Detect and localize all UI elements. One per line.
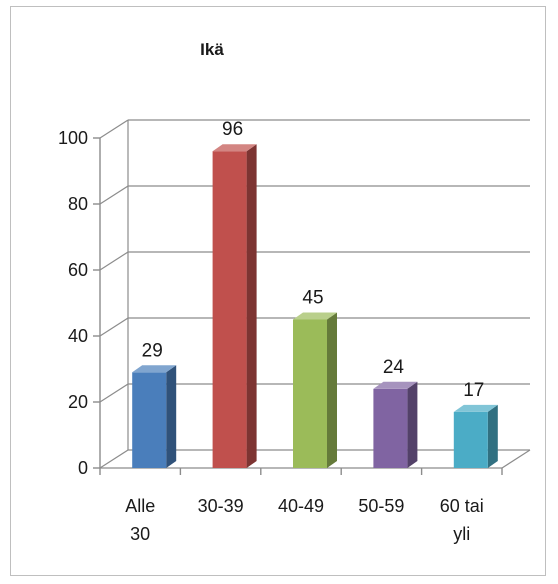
bar-front [293,319,327,468]
data-label: 96 [222,119,243,140]
data-label: 24 [383,357,405,378]
bar-side [246,144,257,468]
x-tick-label: 40-49 [278,496,324,516]
gridline-side [99,449,129,469]
data-label: 45 [302,288,323,309]
data-label: 17 [463,380,484,401]
gridline-side [99,317,129,337]
x-tick-label: 60 tai [440,496,484,516]
y-tick-label: 20 [68,392,88,412]
axis-layer: 0 20 40 60 80 100 [58,128,503,478]
gridline-side [99,251,129,271]
bar-top [453,404,498,412]
bar-top [132,365,177,373]
bar-side [327,312,337,468]
gridline-side [99,185,129,205]
x-tick-label: 30 [130,524,150,544]
data-label: 29 [142,340,163,361]
y-tick-label: 100 [58,128,88,148]
bar [293,312,337,468]
gridline-side [99,119,129,139]
label-layer: 29 Alle 30 96 30-39 45 40-49 24 50-59 17 60 tai yli [125,119,484,544]
x-tick-label: Alle [125,496,155,516]
y-tick-label: 0 [78,458,88,478]
y-tick-label: 80 [68,194,88,214]
bar-top [293,312,337,320]
bar [373,381,418,468]
bar [132,365,177,468]
bar-side [166,365,177,468]
chart-title: Ikä [200,40,224,59]
y-tick-label: 60 [68,260,88,280]
bar-top [212,144,257,152]
bar [453,404,498,468]
x-tick-label: 50-59 [358,496,404,516]
bar-front [132,372,167,468]
floor-edge-right [501,449,531,469]
bar-top [373,381,418,389]
bar-front [453,411,488,468]
bar-layer [132,144,498,468]
y-tick-label: 40 [68,326,88,346]
x-tick-label: yli [453,524,470,544]
bar-side [407,381,418,468]
bar-side [487,404,498,468]
bar-front [212,151,247,468]
bar [212,144,257,468]
bar-front [373,388,408,468]
gridline-side [99,383,129,403]
x-tick-label: 30-39 [198,496,244,516]
